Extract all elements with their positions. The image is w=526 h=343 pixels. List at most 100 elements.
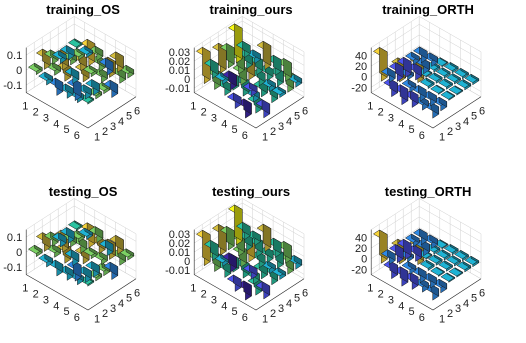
panel-title: testing_OS	[49, 184, 118, 199]
row-tick-label: 4	[53, 118, 59, 130]
row-tick-label: 3	[388, 294, 394, 306]
bar	[236, 221, 251, 240]
bar	[393, 266, 409, 287]
bar	[255, 281, 271, 300]
bar	[256, 223, 272, 252]
z-tick-label: 0	[361, 72, 367, 84]
bar	[448, 85, 464, 96]
panel-training-ours: training_ours 0.030.020.010-0.011 2 3 4 5 6 1 2…	[165, 2, 308, 143]
row-tick-label: 6	[74, 312, 80, 324]
bar	[277, 58, 292, 82]
bar	[237, 280, 252, 301]
bar	[196, 229, 211, 266]
col-tick-label: 4	[118, 298, 124, 310]
bar	[28, 62, 43, 75]
bar	[456, 79, 472, 91]
bars	[28, 38, 135, 105]
bar	[397, 56, 412, 78]
col-tick-label: 3	[110, 121, 116, 133]
bar	[389, 244, 404, 264]
col-tick-label: 1	[262, 131, 268, 143]
bars	[196, 204, 303, 301]
bar	[428, 254, 443, 266]
bar	[103, 79, 119, 98]
col-tick-label: 2	[270, 308, 276, 320]
col-tick-label: 1	[262, 313, 268, 325]
bar	[38, 253, 53, 268]
bar	[103, 261, 119, 280]
bar	[68, 38, 83, 49]
bar	[440, 90, 456, 101]
bar	[436, 249, 451, 261]
z-tick-label: 0.02	[169, 56, 190, 68]
bar	[401, 261, 417, 275]
bar	[38, 71, 53, 86]
bar	[243, 82, 258, 97]
bar	[52, 232, 67, 248]
bar	[67, 260, 82, 282]
row-tick-label: 5	[408, 306, 414, 318]
bar	[428, 72, 443, 84]
bar	[277, 241, 292, 264]
z-axis-ticks: 0.1 0 -0.1	[3, 50, 22, 92]
bar	[99, 239, 114, 257]
bar	[220, 226, 235, 251]
bar	[78, 45, 93, 58]
row-tick-label: 4	[221, 300, 227, 312]
bar	[237, 98, 252, 119]
col-tick-label: 6	[479, 287, 485, 299]
bar	[28, 244, 43, 257]
row-tick-label: 1	[22, 101, 28, 113]
z-tick-label: 40	[355, 233, 367, 245]
col-tick-label: 5	[126, 293, 132, 305]
z-tick-label: 20	[355, 61, 367, 73]
row-tick-label: 1	[190, 101, 196, 113]
bar	[440, 272, 456, 283]
bar	[78, 227, 93, 240]
row-tick-label: 1	[22, 283, 28, 295]
z-tick-label: -20	[351, 264, 367, 276]
z-tick-label: 0.03	[169, 229, 190, 241]
row-tick-label: 6	[242, 312, 248, 324]
bar	[48, 77, 64, 96]
col-tick-label: 2	[102, 126, 108, 138]
row-tick-label: 3	[388, 112, 394, 124]
bar	[373, 47, 388, 82]
bar	[389, 62, 404, 82]
bar	[446, 73, 461, 85]
col-tick-label: 4	[286, 116, 292, 128]
z-tick-label: 0	[361, 254, 367, 266]
col-tick-label: 3	[455, 303, 461, 315]
bars	[373, 228, 480, 301]
z-tick-label: 0.01	[169, 247, 190, 259]
row-tick-label: 1	[190, 283, 196, 295]
z-tick-label: -0.01	[165, 265, 190, 277]
bar	[438, 78, 453, 90]
col-tick-label: 1	[94, 131, 100, 143]
bar	[448, 267, 464, 278]
panel-title: testing_ORTH	[385, 184, 472, 199]
panel-title: training_ours	[210, 2, 293, 17]
z-tick-label: 40	[355, 51, 367, 63]
col-tick-label: 2	[447, 308, 453, 320]
bar	[420, 77, 435, 89]
bar	[456, 261, 472, 273]
col-tick-label: 3	[278, 303, 284, 315]
row-tick-label: 6	[242, 130, 248, 142]
row-tick-label: 5	[63, 306, 69, 318]
bar	[68, 220, 83, 231]
bar	[60, 227, 75, 244]
bar	[99, 57, 114, 76]
z-tick-label: 0	[184, 256, 190, 268]
bar	[383, 260, 398, 279]
bar	[373, 229, 388, 264]
col-tick-label: 5	[471, 293, 477, 305]
